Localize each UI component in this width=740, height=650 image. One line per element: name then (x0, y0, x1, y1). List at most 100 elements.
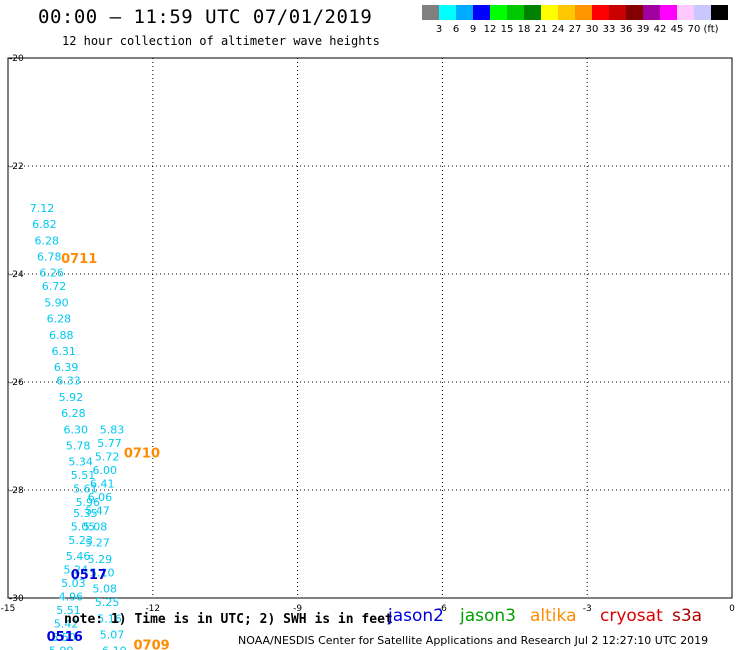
y-tick-label: -26 (9, 378, 24, 388)
swh-value-label: 5.77 (97, 437, 122, 450)
color-scale-label: 18 (518, 24, 531, 35)
legend-cryosat: cryosat (600, 606, 663, 626)
credit-line: NOAA/NESDIS Center for Satellite Applica… (238, 634, 709, 647)
color-swatch (643, 5, 660, 20)
legend-jason3: jason3 (460, 606, 516, 626)
color-scale-label: 33 (603, 24, 616, 35)
swh-value-label: 5.51 (56, 604, 80, 617)
color-swatch (711, 5, 728, 20)
swh-value-label: 6.41 (90, 477, 115, 490)
color-scale-label: 6 (453, 24, 459, 35)
swh-value-label: 6.06 (88, 491, 113, 504)
swh-value-label: 6.33 (56, 375, 80, 388)
swh-value-label: 6.82 (32, 218, 57, 231)
color-swatch (541, 5, 558, 20)
color-swatch (507, 5, 524, 20)
swh-value-label: 6.10 (102, 645, 127, 650)
swh-value-label: 5.90 (44, 296, 68, 309)
swh-value-label: 5.05 (71, 521, 96, 534)
legend-altika: altika (530, 606, 577, 626)
chart-title: 00:00 – 11:59 UTC 07/01/2019 (38, 6, 373, 28)
swh-value-label: 5.61 (73, 483, 98, 496)
swh-value-label: 6.00 (92, 464, 117, 477)
swh-value-label: 6.88 (49, 329, 74, 342)
swh-value-label: 5.16 (97, 612, 122, 625)
color-swatch (592, 5, 609, 20)
pass-time-label: 0709 (133, 638, 169, 650)
swh-value-label: 5.10 (90, 566, 115, 579)
swh-value-label: 6.39 (54, 361, 79, 374)
color-scale-label: (ft) (703, 24, 718, 35)
color-scale-label: 9 (470, 24, 476, 35)
color-scale-label: 3 (436, 24, 442, 35)
color-swatch (456, 5, 473, 20)
color-swatch (490, 5, 507, 20)
swh-value-label: 5.35 (73, 507, 98, 520)
color-swatch (524, 5, 541, 20)
color-scale-label: 36 (620, 24, 633, 35)
swh-value-label: 5.25 (95, 596, 120, 609)
color-scale-label: 30 (586, 24, 599, 35)
legend-jason2: jason2 (388, 606, 444, 626)
note-text: note: 1) Time is in UTC; 2) SWH is in fe… (64, 612, 393, 627)
color-scale-label: 70 (688, 24, 701, 35)
pass-time-label: 0710 (124, 447, 160, 462)
color-swatch (694, 5, 711, 20)
swh-value-label: 5.90 (49, 645, 74, 650)
color-scale-label: 12 (484, 24, 497, 35)
y-tick-label: -22 (9, 162, 24, 172)
color-scale-label: 42 (654, 24, 667, 35)
swh-value-label: 6.28 (47, 313, 72, 326)
swh-value-label: 5.34 (68, 456, 93, 469)
swh-value-label: 6.78 (37, 251, 62, 264)
swh-value-label: 6.31 (51, 345, 76, 358)
swh-value-label: 5.72 (95, 450, 120, 463)
swh-value-label: 5.92 (59, 391, 84, 404)
swh-value-label: 5.23 (68, 534, 93, 547)
color-swatch (626, 5, 643, 20)
swh-value-label: 5.46 (66, 550, 91, 563)
swh-value-label: 5.03 (61, 577, 86, 590)
color-scale-label: 45 (671, 24, 684, 35)
swh-value-label: 5.83 (100, 423, 125, 436)
swh-value-label: 7.12 (30, 202, 55, 215)
color-scale-label: 21 (535, 24, 548, 35)
color-swatch (558, 5, 575, 20)
legend-s3a: s3a (672, 606, 703, 626)
x-tick-label: -6 (438, 604, 447, 614)
swh-value-label: 5.47 (85, 504, 110, 517)
swh-value-label: 6.26 (39, 267, 64, 280)
swh-value-label: 5.78 (66, 440, 91, 453)
swh-value-label: 6.72 (42, 280, 67, 293)
color-swatch (609, 5, 626, 20)
satellite-legend: jason2 jason3 altika cryosat s3a (0, 606, 740, 630)
swh-value-label: 5.50 (51, 631, 76, 644)
swh-value-label: 6.28 (61, 407, 86, 420)
swh-value-label: 5.08 (83, 521, 108, 534)
color-swatch (660, 5, 677, 20)
color-swatch (439, 5, 456, 20)
color-swatch (473, 5, 490, 20)
swh-value-label: 5.08 (92, 583, 117, 596)
y-tick-label: -20 (9, 54, 24, 64)
chart-subtitle: 12 hour collection of altimeter wave hei… (62, 34, 380, 48)
x-tick-label: -9 (293, 604, 302, 614)
plot-frame (7, 57, 733, 599)
swh-value-label: 5.27 (85, 537, 110, 550)
pass-time-label: 0516 (47, 630, 83, 645)
color-scale-label: 24 (552, 24, 565, 35)
color-swatch (422, 5, 439, 20)
color-swatch (677, 5, 694, 20)
swh-value-label: 5.96 (76, 496, 101, 509)
swh-value-label: 5.51 (71, 469, 96, 482)
x-tick-label: 0 (729, 604, 735, 614)
color-scale-bar: 3 6 9 12 15 18 21 24 27 30 33 36 39 42 45 70 (ft) (422, 5, 728, 35)
y-tick-label: -28 (9, 486, 24, 496)
pass-time-label: 0711 (61, 252, 97, 267)
color-scale-label: 15 (501, 24, 514, 35)
color-scale-label: 27 (569, 24, 582, 35)
y-tick-label: -30 (9, 594, 24, 604)
swh-value-label: 5.29 (88, 553, 113, 566)
pass-time-label: 0517 (71, 568, 107, 583)
